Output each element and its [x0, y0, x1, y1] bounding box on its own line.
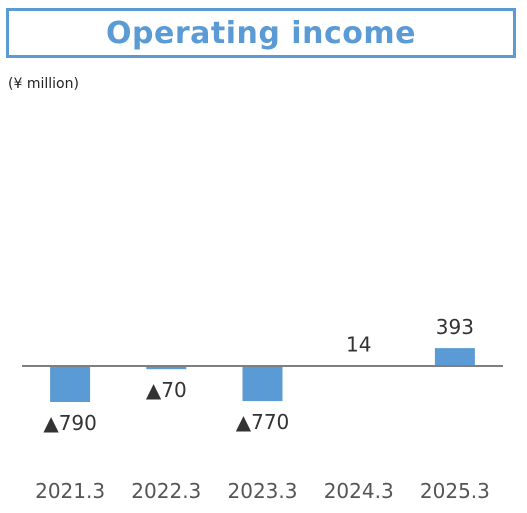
data-label-2022.3: ▲70 — [146, 378, 187, 402]
category-label-2024.3: 2024.3 — [324, 479, 394, 503]
unit-label: (¥ million) — [8, 76, 79, 92]
category-label-2025.3: 2025.3 — [420, 479, 490, 503]
bar-2022.3 — [146, 366, 187, 370]
category-label-2021.3: 2021.3 — [35, 479, 105, 503]
bar-2025.3 — [434, 348, 475, 366]
chart-title: Operating income — [106, 15, 416, 51]
data-label-2021.3: ▲790 — [43, 411, 97, 435]
data-label-2024.3: 14 — [346, 332, 371, 356]
chart-title-box: Operating income — [6, 8, 516, 58]
category-label-2022.3: 2022.3 — [131, 479, 201, 503]
category-label-2023.3: 2023.3 — [228, 479, 298, 503]
bar-2023.3 — [242, 366, 283, 402]
data-label-2023.3: ▲770 — [236, 410, 290, 434]
bar-2021.3 — [50, 366, 91, 402]
data-label-2025.3: 393 — [436, 315, 474, 339]
